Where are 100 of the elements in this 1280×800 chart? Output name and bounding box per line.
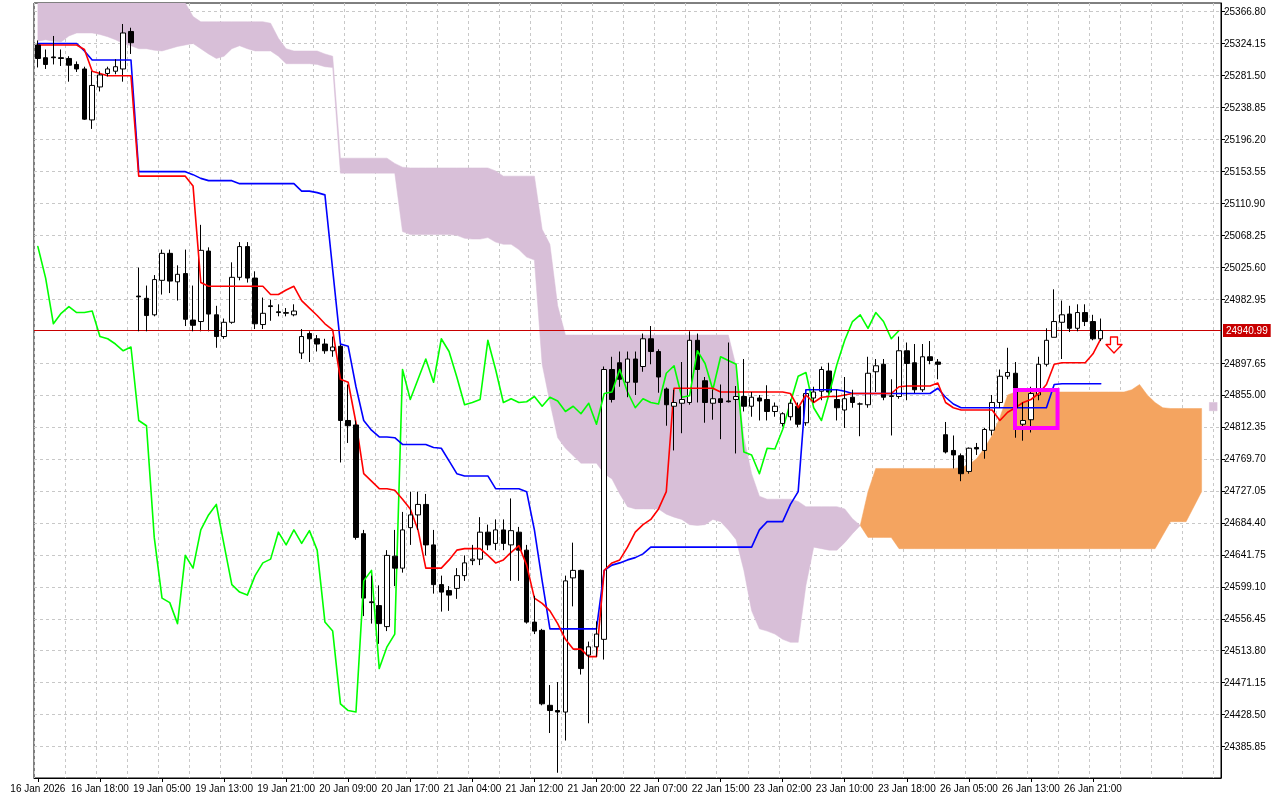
candlestick: [144, 285, 149, 332]
candlestick: [392, 529, 398, 587]
x-tick-label: 22 Jan 15:00: [691, 782, 750, 794]
x-tick-label: 16 Jan 18:00: [71, 782, 130, 794]
candlestick: [718, 384, 723, 440]
candlestick: [283, 307, 289, 317]
candlestick: [276, 303, 281, 317]
y-tick-label: 24428.50: [1224, 709, 1267, 721]
x-tick-label: 23 Jan 02:00: [753, 782, 813, 794]
y-tick-label: 24385.85: [1224, 741, 1267, 753]
candlestick: [260, 297, 266, 330]
x-tick-label: 22 Jan 07:00: [629, 782, 688, 794]
y-tick-label: 24769.70: [1224, 453, 1267, 465]
candlestick: [330, 336, 335, 358]
candlestick: [183, 249, 188, 327]
candlestick: [834, 389, 840, 421]
y-tick-label: 24727.05: [1224, 485, 1267, 497]
candlestick: [997, 369, 1003, 409]
candlestick: [850, 389, 855, 409]
x-tick-label: 21 Jan 12:00: [505, 782, 564, 794]
candlestick: [842, 376, 847, 429]
candlestick: [152, 274, 157, 317]
x-tick-label: 26 Jan 21:00: [1064, 782, 1123, 794]
candlestick: [873, 358, 879, 393]
y-tick-label: 24599.10: [1224, 581, 1267, 593]
candlestick: [966, 446, 972, 475]
candlestick: [408, 491, 413, 546]
candlestick: [97, 70, 103, 92]
candlestick: [120, 23, 126, 83]
y-tick-label: 25025.60: [1224, 261, 1267, 273]
candlestick: [757, 394, 762, 421]
candlestick: [951, 434, 956, 469]
candlestick: [594, 620, 599, 658]
y-tick-label: 24684.40: [1224, 517, 1267, 529]
x-tick-label: 19 Jan 05:00: [133, 782, 192, 794]
candlestick: [671, 389, 677, 451]
candlestick: [640, 333, 646, 373]
candlestick: [1044, 327, 1049, 368]
candlestick: [857, 401, 863, 437]
candlestick: [539, 628, 545, 706]
candlestick: [439, 575, 444, 613]
candlestick: [811, 386, 816, 403]
candlestick: [345, 384, 351, 444]
candlestick: [563, 575, 568, 742]
x-tick-label: 19 Jan 13:00: [195, 782, 254, 794]
x-tick-label: 16 Jan 2026: [10, 782, 66, 794]
candlestick: [431, 529, 436, 595]
line-series: [37, 245, 900, 713]
candlestick: [648, 325, 654, 365]
candlestick: [974, 442, 979, 456]
candlestick: [105, 66, 110, 77]
candlestick: [113, 58, 118, 75]
y-tick-label: 24855.00: [1224, 389, 1267, 401]
candlestick: [175, 264, 180, 302]
candlestick: [772, 401, 778, 418]
candlestick: [935, 358, 941, 380]
candlestick: [214, 305, 219, 349]
candlestick: [237, 241, 242, 281]
candlestick: [532, 595, 537, 635]
candlestick: [1005, 347, 1010, 380]
candlestick: [516, 526, 522, 582]
candlestick: [384, 549, 390, 632]
candlestick: [58, 48, 64, 67]
candlestick: [299, 328, 304, 360]
x-tick-label: 19 Jan 21:00: [257, 782, 316, 794]
candlestick: [702, 376, 708, 424]
candlestick: [664, 387, 669, 427]
candlestick: [159, 249, 165, 296]
candlestick: [314, 334, 320, 353]
candlestick: [477, 516, 483, 566]
y-tick-label: 25366.80: [1224, 5, 1267, 17]
candlestick: [625, 351, 630, 398]
y-tick-label: 24982.95: [1224, 293, 1267, 305]
candlestick: [586, 641, 591, 724]
candlestick: [1059, 300, 1065, 360]
candlestick: [167, 249, 173, 294]
ref-line-label: 24940.99: [1226, 325, 1269, 337]
candlestick: [353, 419, 359, 541]
candlestick: [982, 427, 987, 460]
x-tick-label: 21 Jan 20:00: [567, 782, 626, 794]
candlestick: [788, 398, 793, 421]
candlestick: [555, 681, 560, 774]
y-tick-label: 24513.80: [1224, 645, 1267, 657]
candlestick: [656, 348, 661, 394]
candlestick: [1082, 303, 1088, 327]
candlestick: [819, 366, 824, 401]
candlestick: [493, 518, 498, 551]
candlestick: [252, 270, 258, 330]
candlestick: [1075, 303, 1080, 332]
candlestick: [679, 361, 685, 434]
y-tick-label: 24897.65: [1224, 357, 1267, 369]
y-tick-label: 25068.25: [1224, 229, 1267, 241]
candlestick: [726, 342, 731, 403]
x-tick-label: 20 Jan 09:00: [319, 782, 378, 794]
y-tick-label: 25324.15: [1224, 37, 1267, 49]
y-tick-label: 25281.50: [1224, 69, 1267, 81]
y-tick-label: 24556.45: [1224, 613, 1267, 625]
candlestick: [780, 411, 785, 427]
candlestick: [369, 575, 374, 625]
candlestick: [446, 585, 452, 612]
